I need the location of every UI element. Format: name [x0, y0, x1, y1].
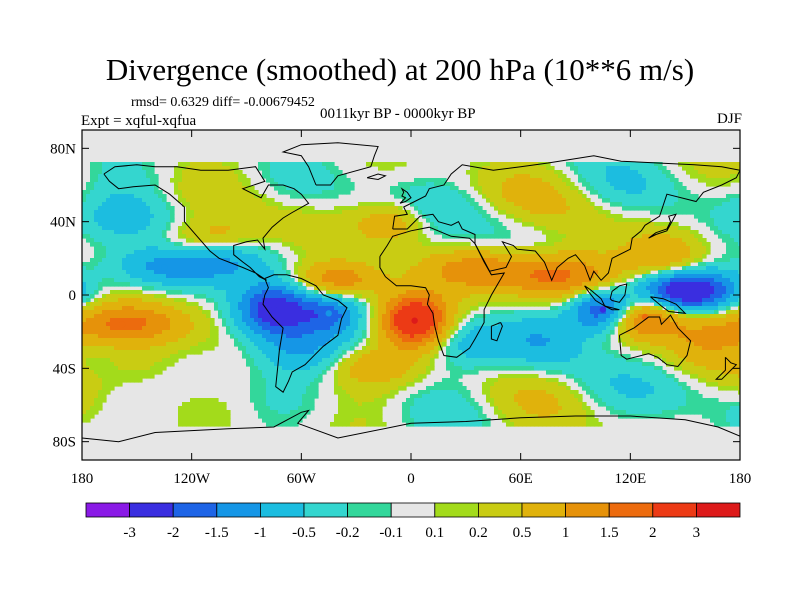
x-tick-label: 120W — [173, 471, 211, 487]
colorbar-swatch — [303, 502, 348, 518]
y-tick-label: 40N — [50, 215, 76, 231]
coastline — [392, 155, 740, 282]
x-tick-label: 60W — [287, 471, 317, 487]
colorbar-label: -0.1 — [379, 525, 403, 541]
colorbar-swatch — [347, 502, 392, 518]
coastline — [609, 283, 628, 303]
x-tick-label: 180 — [71, 471, 94, 487]
colorbar-label: 3 — [693, 525, 701, 541]
colorbar-label: 2 — [649, 525, 657, 541]
colorbar-label: -0.2 — [336, 525, 360, 541]
colorbar-swatch — [129, 502, 174, 518]
coastline — [650, 296, 687, 314]
colorbar-label: 0.5 — [513, 525, 532, 541]
colorbar: -3 -2 -1.5 -1 -0.5 -0.2 -0.1 0.1 0.2 0.5 1 1.5 2 3 — [85, 502, 741, 541]
coastline — [366, 173, 387, 181]
coastline — [103, 164, 310, 281]
feature-marker — [599, 306, 607, 313]
coastline — [648, 213, 677, 239]
colorbar-swatch — [696, 502, 741, 518]
x-tick-label: 180 — [729, 471, 752, 487]
colorbar-label: -1.5 — [205, 525, 229, 541]
feature-marker — [554, 273, 561, 280]
colorbar-label: 1.5 — [600, 525, 619, 541]
feature-marker — [325, 310, 332, 317]
colorbar-swatch — [565, 502, 610, 518]
coastline — [604, 305, 620, 311]
colorbar-swatch — [434, 502, 479, 518]
x-tick-label: 0 — [407, 471, 415, 487]
colorbar-swatch — [390, 502, 436, 518]
coastline — [82, 409, 740, 443]
coastline — [490, 322, 503, 342]
feature-marker — [161, 264, 168, 271]
colorbar-swatch — [172, 502, 218, 518]
period-label: 0011kyr BP - 0000kyr BP — [320, 106, 476, 122]
colorbar-swatch — [259, 502, 305, 518]
coastline — [262, 274, 348, 393]
season-label: DJF — [716, 111, 742, 127]
colorbar-label: -0.5 — [292, 525, 316, 541]
chart-title: Divergence (smoothed) at 200 hPa (10**6 … — [105, 52, 695, 87]
colorbar-swatch — [477, 502, 523, 518]
coastline — [379, 226, 506, 358]
feature-marker — [681, 288, 689, 295]
colorbar-label: -3 — [123, 525, 136, 541]
colorbar-swatch — [652, 502, 697, 518]
coastlines — [82, 142, 740, 443]
colorbar-label: -1 — [254, 525, 267, 541]
colorbar-swatch — [521, 502, 566, 518]
feature-marker — [270, 306, 278, 313]
colorbar-label: -2 — [167, 525, 180, 541]
coastline — [399, 187, 412, 204]
y-tick-label: 80N — [50, 141, 76, 157]
axes: 180 120W 60W 0 60E 120E 180 80N 40N 0 40S 80S — [50, 130, 751, 487]
x-tick-label: 120E — [614, 471, 646, 487]
x-tick-label: 60E — [509, 471, 533, 487]
divergence-field — [82, 130, 740, 460]
y-tick-label: 40S — [53, 361, 76, 377]
colorbar-label: 0.1 — [425, 525, 444, 541]
feature-marker — [411, 317, 418, 324]
colorbar-label: 0.2 — [469, 525, 488, 541]
y-tick-label: 0 — [69, 288, 77, 304]
feature-marker — [334, 277, 342, 284]
experiment-label: Expt = xqful-xqfua — [81, 113, 197, 129]
feature-marker — [119, 321, 126, 328]
colorbar-swatch — [608, 502, 654, 518]
y-tick-label: 80S — [53, 435, 76, 451]
colorbar-swatch — [85, 502, 130, 518]
stats-text: rmsd= 0.6329 diff= -0.00679452 — [131, 95, 315, 110]
coastline — [714, 356, 738, 380]
colorbar-swatch — [216, 502, 261, 518]
colorbar-label: 1 — [562, 525, 570, 541]
coastline — [618, 314, 692, 368]
coastline — [281, 142, 379, 186]
